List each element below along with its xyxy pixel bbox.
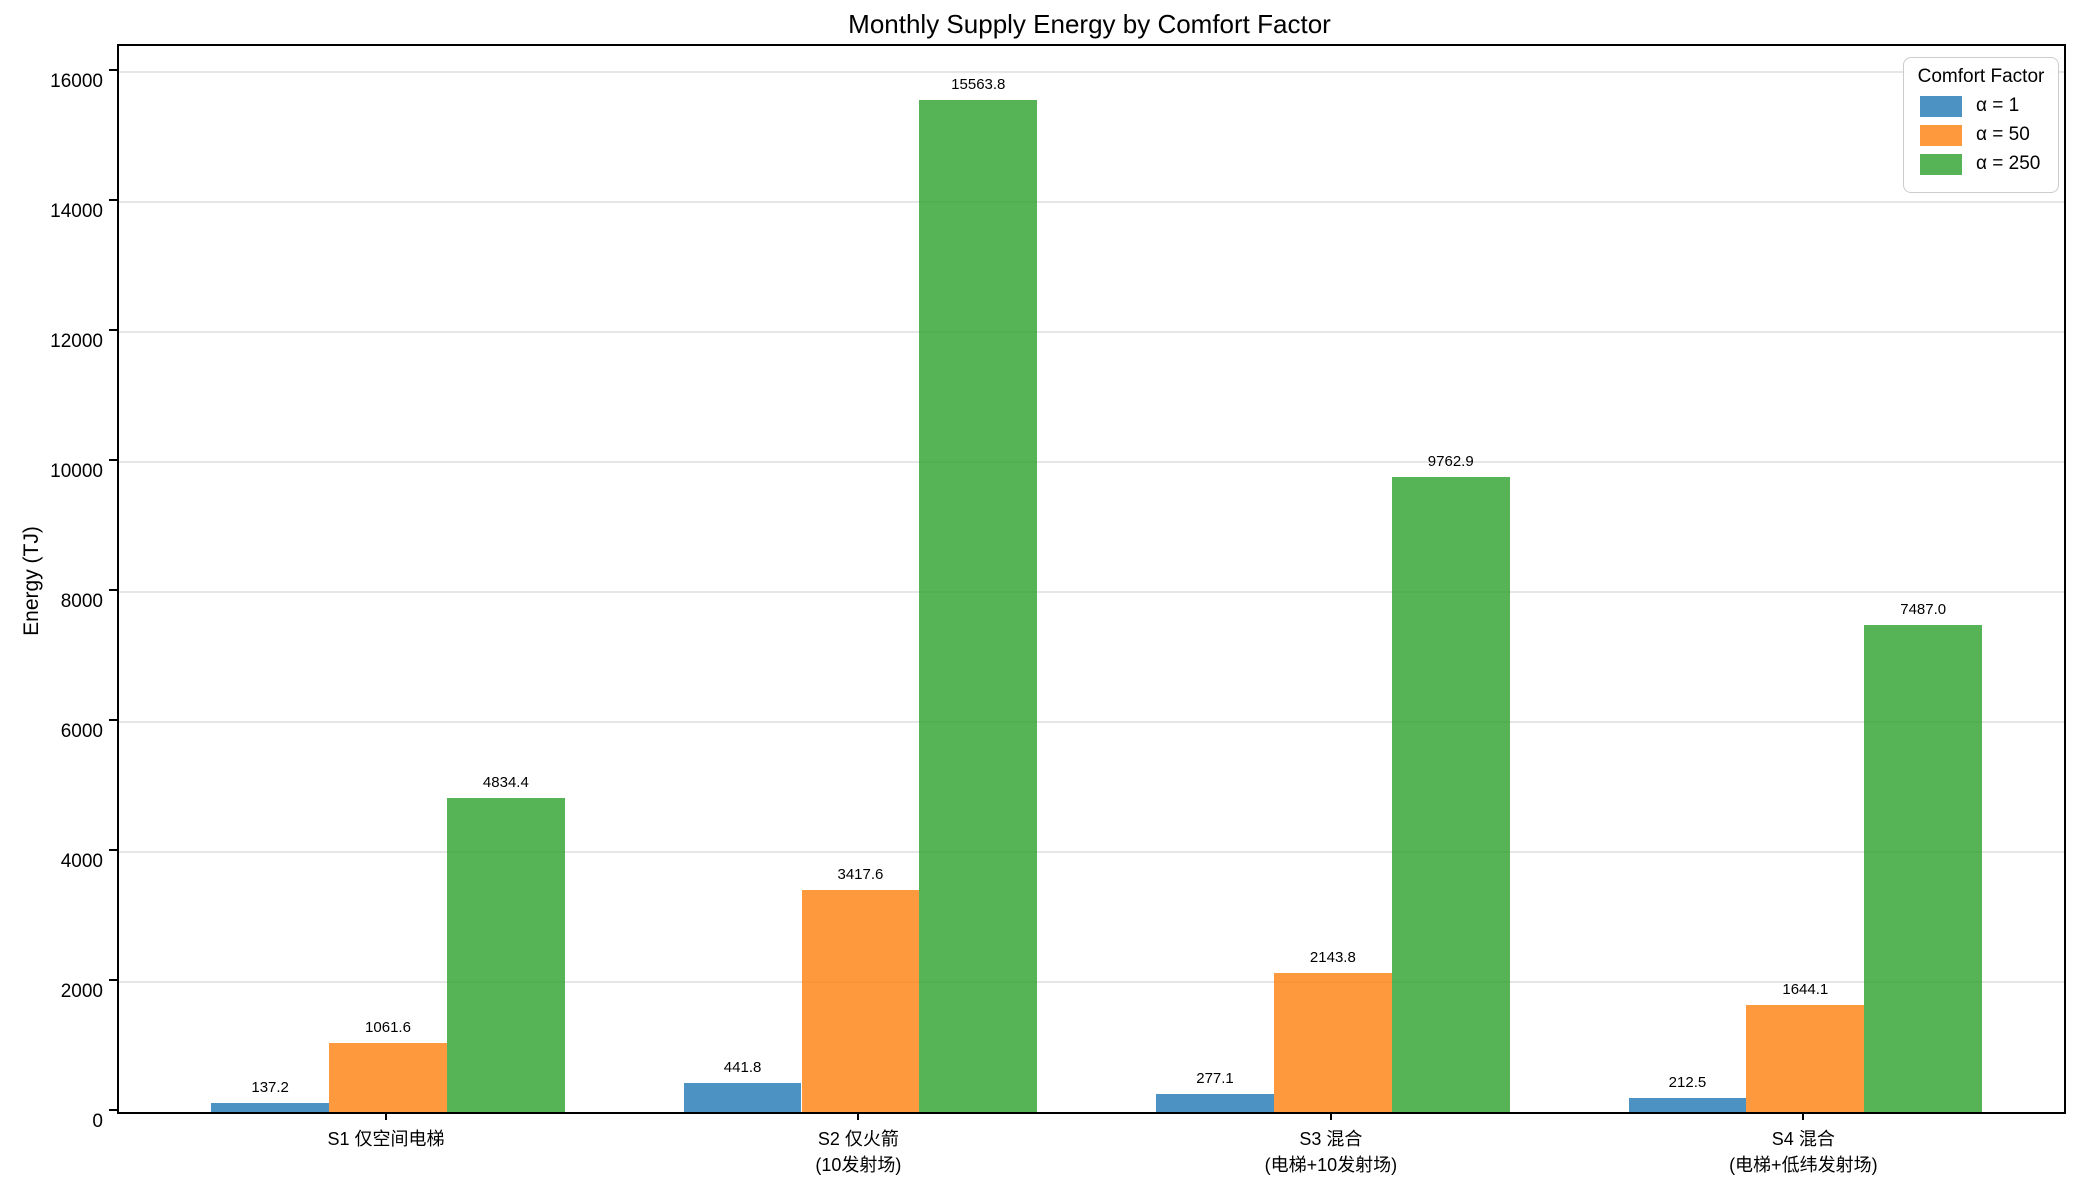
bar-α=250-cat3 (1391, 477, 1510, 1112)
legend-swatch-icon (1920, 124, 1962, 146)
y-tick-mark (109, 1109, 117, 1111)
legend-swatch-icon (1920, 95, 1962, 117)
gridline (119, 981, 2064, 983)
bar-α=50-cat1 (329, 1043, 447, 1112)
bar-α=250-cat4 (1864, 625, 1983, 1112)
y-tick-mark (109, 979, 117, 981)
bar-value-label: 137.2 (251, 1079, 289, 1097)
y-tick-label: 16000 (50, 71, 103, 92)
x-category-label-3: S3 混合 (电梯+10发射场) (1264, 1129, 1398, 1176)
gridline (119, 201, 2064, 203)
y-tick-mark (109, 589, 117, 591)
legend-label: α = 250 (1976, 153, 2041, 174)
gridline (119, 591, 2064, 593)
bar-value-label: 7487.0 (1900, 601, 1947, 619)
y-tick-mark (109, 849, 117, 851)
bar-α=1-cat1 (211, 1103, 330, 1112)
gridline (119, 721, 2064, 723)
y-tick-label: 0 (92, 1111, 103, 1132)
legend-label: α = 1 (1976, 95, 2020, 116)
bar-value-label: 441.8 (723, 1059, 762, 1077)
y-tick-mark (109, 459, 117, 461)
bar-value-label: 1061.6 (365, 1019, 411, 1036)
y-tick-label: 4000 (60, 851, 103, 872)
y-tick-mark (109, 719, 117, 721)
x-tick-mark (1329, 1112, 1332, 1120)
y-tick-label: 8000 (60, 591, 103, 612)
bar-α=50-cat4 (1746, 1005, 1865, 1112)
bar-value-label: 2143.8 (1309, 948, 1356, 966)
y-tick-mark (109, 69, 117, 71)
gridline (119, 331, 2064, 333)
x-category-label-1: S1 仅空间电梯 (327, 1129, 445, 1149)
y-tick-label: 6000 (60, 721, 103, 742)
y-tick-label: 10000 (50, 461, 103, 482)
legend-entry: α = 1 (1920, 95, 2048, 117)
gridline (119, 71, 2064, 73)
bar-value-label: 15563.8 (951, 76, 1006, 94)
gridline (119, 461, 2064, 463)
legend-entries: α = 1 α = 50 α = 250 (1914, 95, 2048, 175)
plot-area: 137.2 441.8 277.1 212.5 1061.6 3417.6 2143.8 16… (117, 44, 2066, 1114)
y-tick-label: 12000 (50, 331, 103, 352)
bar-α=50-cat3 (1273, 972, 1392, 1112)
y-axis-label: Energy (TJ) (20, 526, 43, 636)
y-tick-label: 14000 (50, 201, 103, 222)
gridline (119, 851, 2064, 853)
x-category-label-2: S2 仅火箭 (10发射场) (815, 1129, 902, 1176)
bar-value-label: 1644.1 (1782, 981, 1829, 999)
bar-α=1-cat3 (1156, 1094, 1274, 1112)
x-tick-mark (1802, 1112, 1805, 1120)
legend-entry: α = 50 (1920, 124, 2048, 146)
y-tick-mark (109, 199, 117, 201)
legend-swatch-icon (1920, 153, 1962, 175)
y-tick-mark (109, 329, 117, 331)
legend-label: α = 50 (1976, 124, 2030, 145)
bar-value-label: 4834.4 (482, 773, 529, 791)
chart-title: Monthly Supply Energy by Comfort Factor (848, 9, 1331, 39)
bar-α=250-cat1 (446, 797, 565, 1112)
bar-α=250-cat2 (919, 100, 1038, 1112)
bar-value-label: 9762.9 (1427, 453, 1474, 471)
legend: Comfort Factor α = 1 α = 50 α = 250 (1903, 57, 2059, 193)
legend-title: Comfort Factor (1917, 66, 2045, 87)
bar-value-label: 277.1 (1196, 1070, 1234, 1087)
bar-value-label: 3417.6 (837, 865, 884, 883)
legend-entry: α = 250 (1920, 153, 2048, 175)
x-tick-mark (857, 1112, 860, 1120)
bar-α=1-cat2 (683, 1083, 802, 1112)
y-tick-label: 2000 (60, 981, 103, 1002)
x-tick-mark (384, 1112, 387, 1120)
bar-α=1-cat4 (1628, 1098, 1747, 1112)
x-category-label-4: S4 混合 (电梯+低纬发射场) (1729, 1129, 1878, 1176)
bar-value-label: 212.5 (1668, 1074, 1707, 1092)
bar-α=50-cat2 (801, 889, 920, 1112)
